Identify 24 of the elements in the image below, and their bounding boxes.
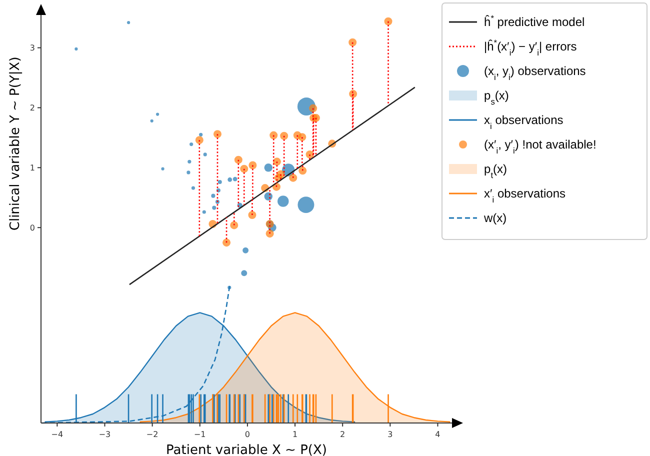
legend-label: w(x) — [483, 211, 507, 226]
x-tick-label: 1 — [292, 430, 298, 439]
y-tick-label: 2 — [30, 104, 35, 113]
y-tick-label: 1 — [30, 163, 35, 172]
x-axis-title: Patient variable X ~ P(X) — [166, 443, 327, 456]
x-tick-label: 0 — [244, 430, 250, 439]
legend-label: (x$_{i}$, y$_{i}$) observations — [484, 64, 586, 82]
y-tick-label: 3 — [30, 44, 35, 53]
x-tick-label: 4 — [435, 430, 440, 439]
x-tick-label: 2 — [340, 430, 346, 439]
legend-label: (x′$_{i}$, y′$_{i}$) !not available! — [484, 138, 596, 156]
legend-label: ĥ$^{*}$ predictive model — [484, 13, 585, 30]
x-tick-label: −2 — [146, 430, 158, 439]
legend-label: |ĥ$^{*}$(x′$_{i}$) − y′$_{i}$| errors — [484, 38, 577, 58]
x-tick-label: −3 — [98, 430, 111, 439]
x-tick-label: −4 — [51, 430, 64, 439]
legend-label: x′$_{i}$ observations — [484, 186, 566, 205]
x-tick-label: 3 — [388, 430, 393, 439]
legend-label: x$_{i}$ observations — [484, 113, 564, 132]
legend-label: p$_{t}$(x) — [484, 162, 508, 180]
y-axis-title: Clinical variable Y ~ P(Y|X) — [8, 56, 23, 231]
legend-label: p$_{s}$(x) — [484, 88, 509, 107]
x-tick-label: −1 — [194, 430, 206, 439]
y-tick-label: 0 — [30, 223, 35, 232]
